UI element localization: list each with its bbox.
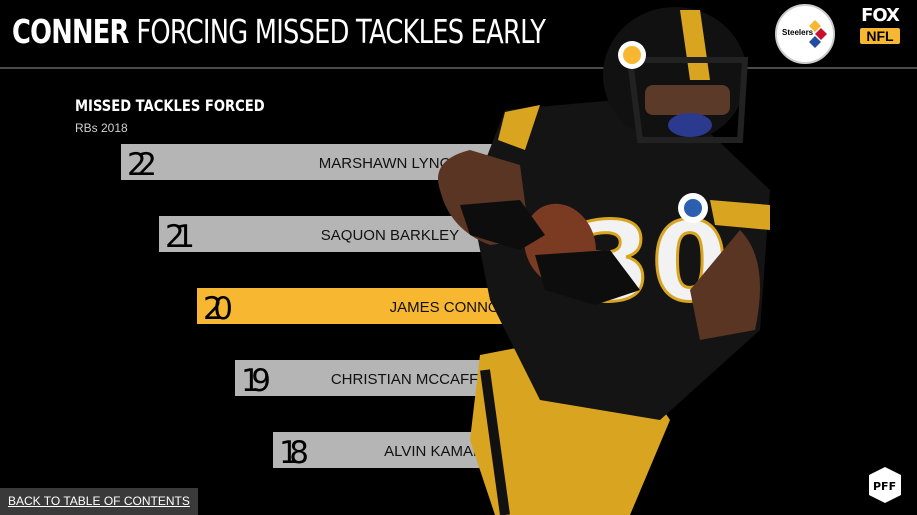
bar-saquon-barkley [159,216,515,252]
network-name: FOX [861,5,900,26]
pff-logo-icon: PFF [869,467,901,503]
back-to-contents-link[interactable]: BACK TO TABLE OF CONTENTS [0,488,198,515]
hypocycloid-icon [809,20,827,48]
title-headline: FORCING MISSED TACKLES EARLY [136,12,546,51]
bar-value-label: 21 [165,219,195,255]
chart-subtitle: RBs 2018 [75,121,128,135]
bar-category-label: MARSHAWN LYNCH [319,155,462,172]
bar-christian-mccaffrey [235,360,515,396]
bar-category-label: SAQUON BARKLEY [321,227,459,244]
svg-text:PFF: PFF [873,480,896,493]
bar-value-label: 19 [241,363,271,399]
bar-category-label: ALVIN KAMARA [384,443,494,460]
team-logo-wordmark: Steelers [782,28,814,37]
page-title: CONNER FORCING MISSED TACKLES EARLY [12,12,546,51]
bar-value-label: 18 [279,435,309,471]
fox-nfl-logo: FOX NFL [855,5,905,44]
title-player-name: CONNER [12,12,129,51]
header-divider [0,67,917,69]
bar-category-label: CHRISTIAN MCCAFFREY [331,371,509,388]
steelers-logo: Steelers [775,4,835,64]
bar-value-label: 20 [203,291,233,327]
header: CONNER FORCING MISSED TACKLES EARLY [0,0,917,69]
bar-category-label: JAMES CONNOR [390,299,511,316]
bar-value-label: 22 [127,147,157,183]
player-photo: 30 [438,7,770,515]
chart-title: MISSED TACKLES FORCED [75,96,265,115]
league-name: NFL [860,28,900,44]
bar-james-connor [197,288,515,324]
